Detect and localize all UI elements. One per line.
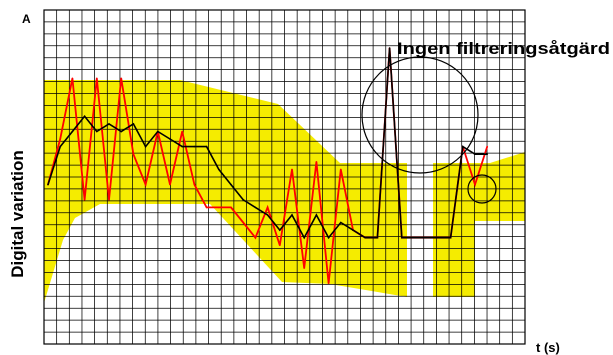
annotation-circle-large (361, 56, 479, 174)
data-point (254, 206, 257, 209)
data-point (218, 168, 220, 171)
series-2 (47, 47, 489, 240)
annotation-circles (361, 56, 497, 204)
data-point (266, 214, 269, 216)
data-point (205, 145, 208, 148)
data-point (205, 206, 208, 209)
data-point (364, 236, 367, 239)
data-point (120, 77, 122, 80)
data-point (71, 130, 74, 133)
data-point (303, 267, 306, 269)
data-point (254, 236, 257, 239)
data-point (291, 214, 293, 216)
data-point (437, 236, 440, 239)
data-point (71, 77, 74, 80)
annotation-label: Ingen filtreringsåtgärd (397, 39, 610, 58)
data-point (96, 77, 98, 80)
y-axis-top-label: A (22, 12, 31, 26)
data-point (132, 123, 135, 125)
data-point (242, 199, 244, 201)
data-point (449, 236, 452, 239)
data-point (352, 229, 354, 231)
plot-frame (43, 9, 526, 345)
data-point (169, 183, 171, 186)
data-point (181, 130, 183, 133)
data-point (327, 282, 330, 285)
data-point (291, 168, 293, 171)
data-point (474, 183, 476, 186)
data-point (401, 236, 403, 239)
data-point (181, 145, 183, 148)
data-point (157, 130, 159, 133)
data-point (96, 130, 98, 133)
data-point (169, 138, 171, 140)
data-point (120, 130, 122, 133)
data-point (486, 145, 489, 148)
data-point (340, 221, 342, 224)
data-point (376, 236, 379, 239)
data-point (47, 183, 49, 186)
data-point (279, 244, 281, 247)
data-point (327, 236, 330, 239)
data-point (59, 145, 61, 148)
data-point (218, 206, 220, 209)
x-axis-title: t (s) (536, 340, 560, 355)
data-point (462, 145, 464, 148)
data-point (132, 153, 135, 155)
data-point (83, 199, 86, 201)
data-point (83, 115, 86, 118)
data-point (108, 123, 110, 125)
data-point (266, 206, 269, 209)
data-point (108, 199, 110, 201)
data-point (230, 183, 232, 186)
data-point (340, 168, 342, 171)
data-point (388, 47, 391, 49)
data-point (425, 236, 428, 239)
data-point (486, 153, 489, 155)
data-point (242, 221, 244, 224)
data-point (193, 145, 196, 148)
series-layer (47, 47, 489, 285)
data-point (303, 236, 306, 239)
y-axis-title: Digital variation (8, 150, 27, 278)
data-point (59, 138, 61, 140)
data-point (279, 229, 281, 231)
data-point (230, 206, 232, 209)
band-main (44, 80, 407, 303)
data-point (315, 214, 318, 216)
data-point (193, 183, 196, 186)
annotation-circle-small (467, 174, 497, 204)
data-point (315, 161, 318, 163)
data-point (144, 183, 147, 186)
data-point (144, 145, 147, 148)
data-point (413, 236, 415, 239)
data-point (474, 153, 476, 155)
